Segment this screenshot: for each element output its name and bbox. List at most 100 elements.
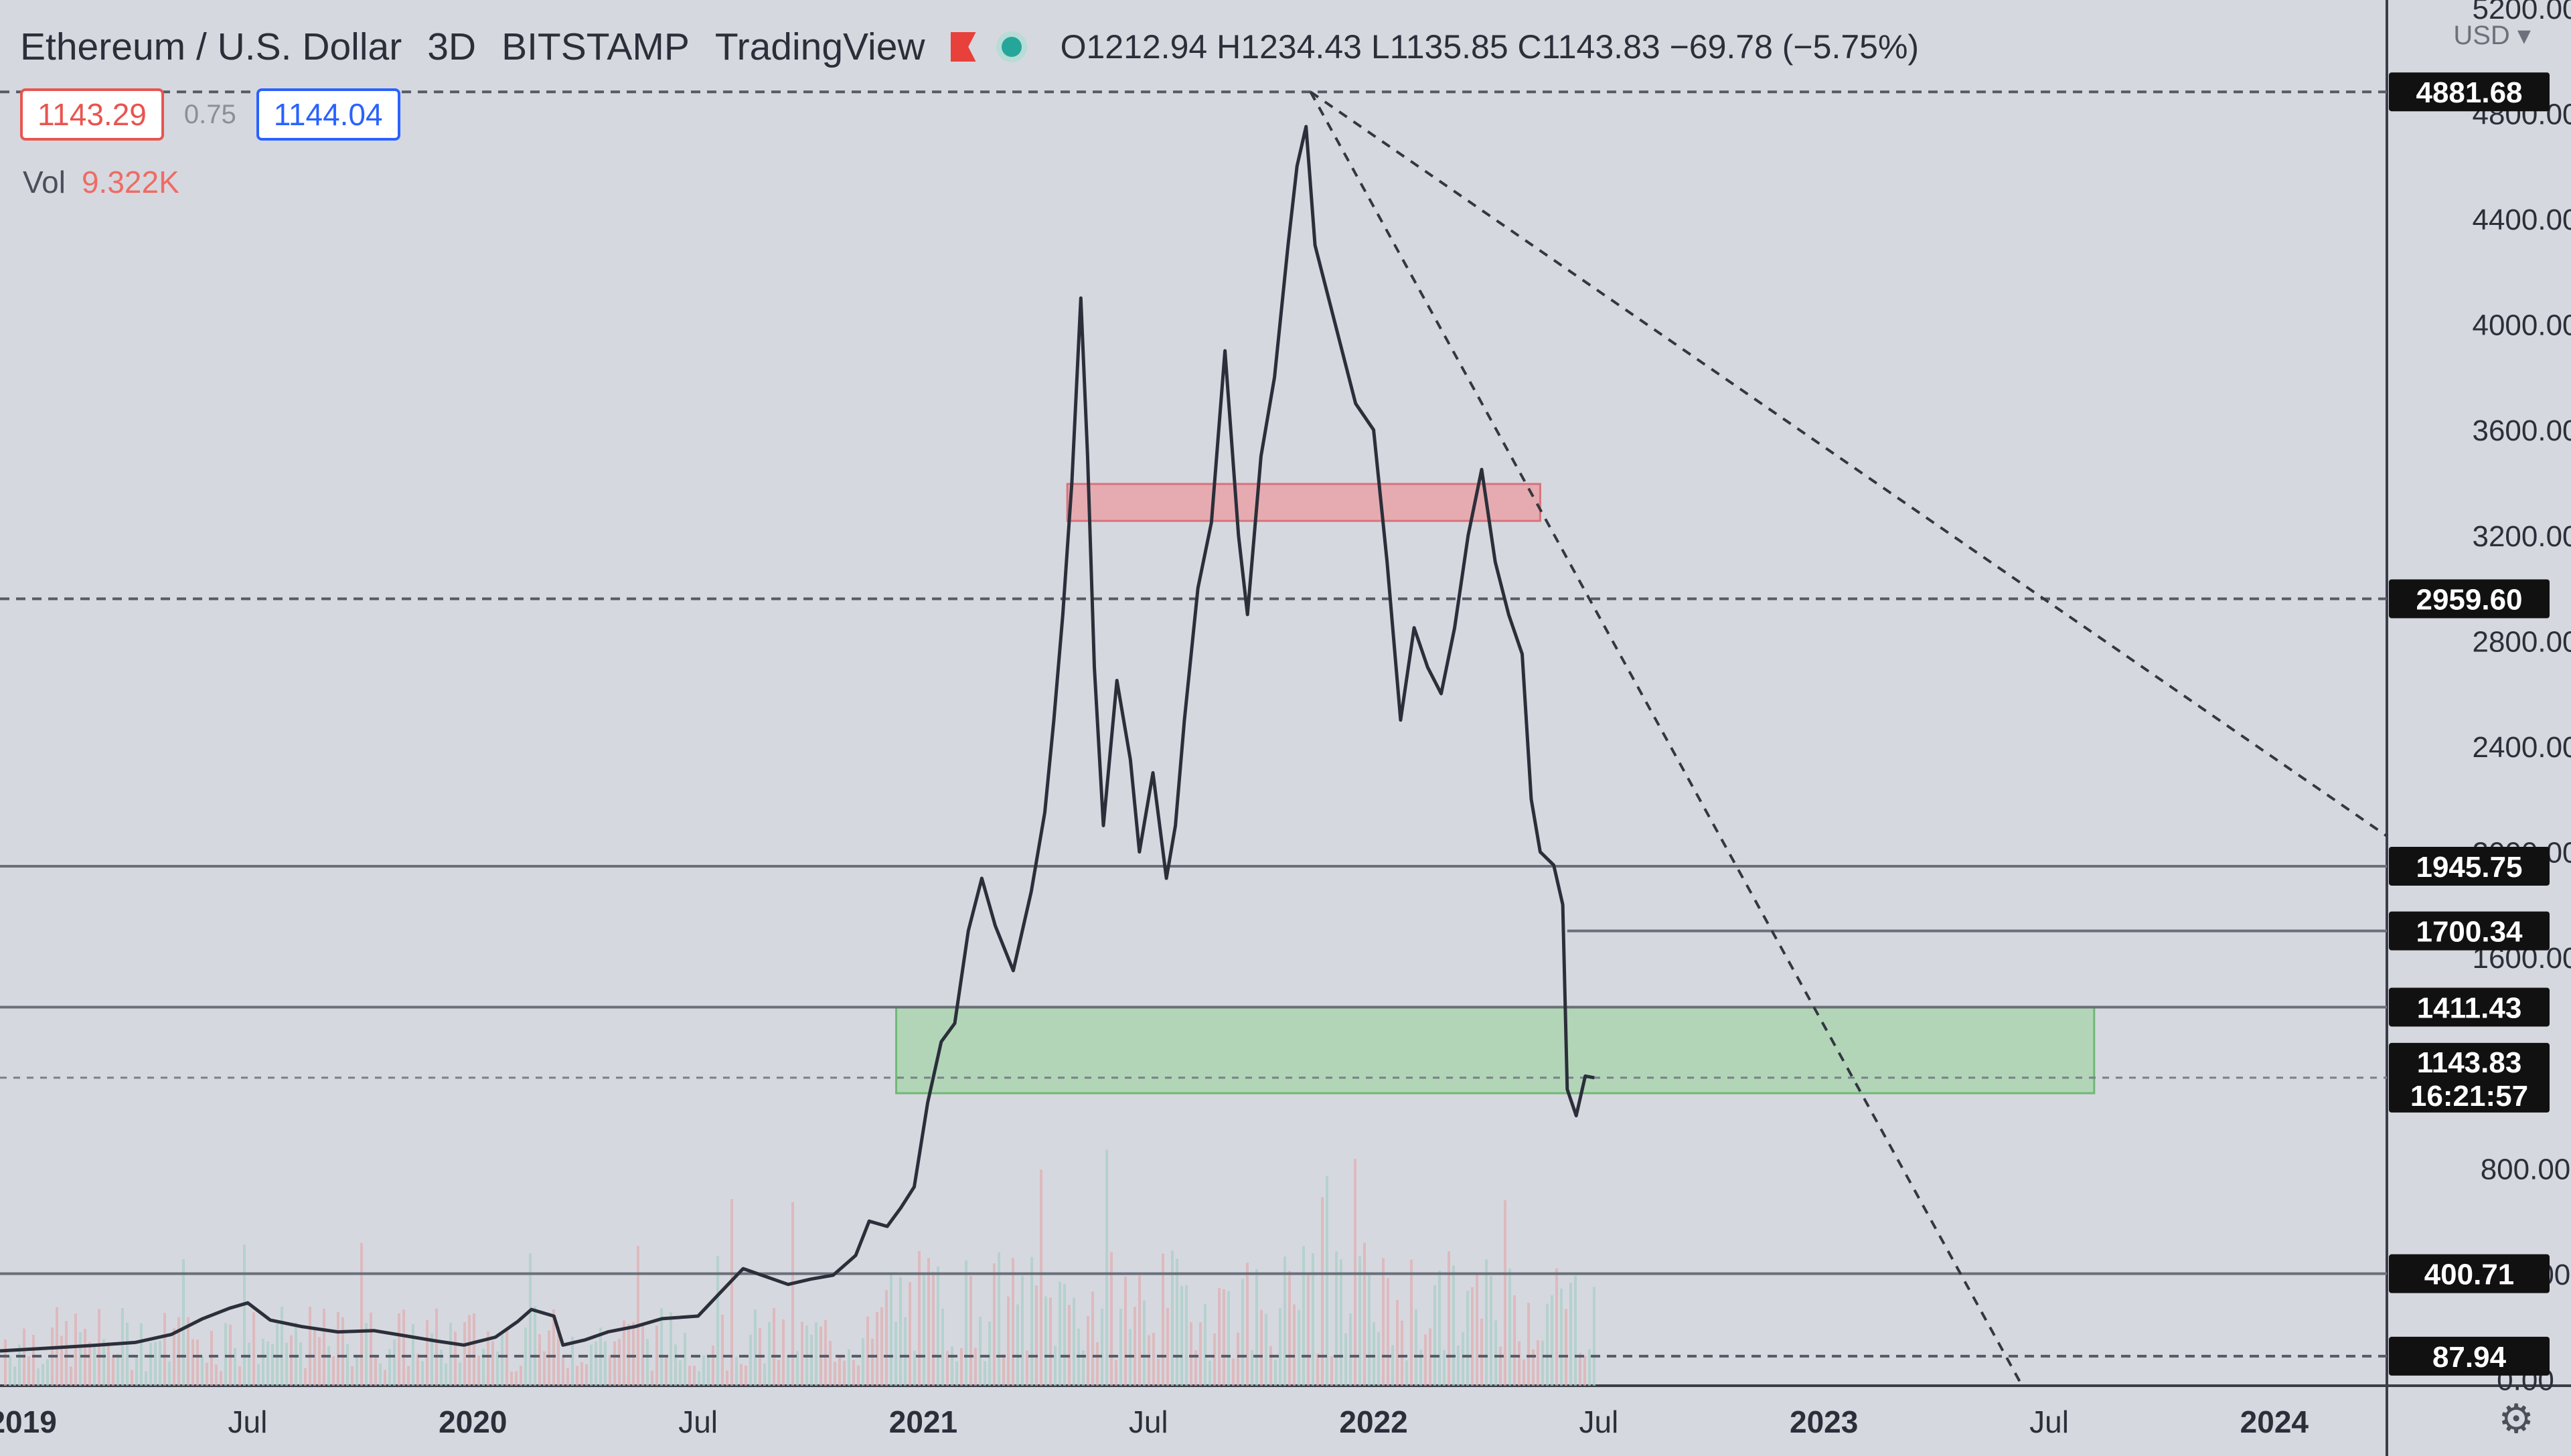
volume-bar <box>768 1321 771 1386</box>
volume-bar <box>431 1333 433 1386</box>
volume-bar <box>1040 1169 1042 1386</box>
volume-bar <box>1508 1268 1511 1386</box>
volume-bar <box>1391 1345 1394 1386</box>
volume-bar <box>370 1312 372 1386</box>
volume-bar <box>46 1359 49 1386</box>
volume-bar <box>679 1360 682 1386</box>
volume-bar <box>416 1353 419 1386</box>
volume-bar <box>1087 1316 1089 1386</box>
volume-bar <box>824 1319 827 1386</box>
volume-bar <box>562 1355 564 1386</box>
volume-bar <box>74 1313 77 1386</box>
volume-bar <box>1255 1269 1258 1386</box>
volume-bar <box>1265 1313 1267 1386</box>
volume-bar <box>196 1340 199 1386</box>
volume-bar <box>1105 1149 1108 1386</box>
volume-bar <box>871 1338 874 1386</box>
volume-bar <box>1433 1285 1436 1386</box>
volume-bar <box>1424 1334 1427 1386</box>
volume-bar <box>1583 1356 1586 1386</box>
volume-bar <box>829 1341 832 1386</box>
volume-bar <box>1349 1313 1352 1386</box>
volume-bar <box>515 1371 518 1386</box>
x-tick-label: Jul <box>2029 1404 2069 1439</box>
volume-bar <box>1354 1159 1356 1386</box>
gear-icon[interactable]: ⚙ <box>2498 1396 2534 1441</box>
volume-bar <box>1223 1289 1225 1386</box>
volume-legend[interactable]: Vol 9.322K <box>23 164 179 200</box>
volume-bar <box>543 1351 546 1386</box>
volume-bar <box>388 1349 391 1386</box>
sell-price-button[interactable]: 1143.29 <box>20 88 164 141</box>
volume-bar <box>651 1370 653 1386</box>
volume-bar <box>538 1334 541 1386</box>
volume-bar <box>1363 1242 1366 1386</box>
currency-selector[interactable]: USD ▾ <box>2453 20 2531 51</box>
level-price-label: 4881.68 <box>2416 76 2522 109</box>
volume-bar <box>941 1308 944 1386</box>
volume-bar <box>1527 1303 1530 1386</box>
volume-bar <box>876 1311 878 1386</box>
volume-bar <box>1377 1332 1380 1386</box>
volume-bar <box>1574 1275 1577 1386</box>
volume-bar <box>1246 1263 1249 1386</box>
volume-bar <box>1279 1307 1281 1386</box>
volume-bar <box>79 1331 82 1386</box>
volume-bar <box>4 1339 7 1386</box>
interval-label[interactable]: 3D <box>427 25 477 68</box>
volume-bar <box>32 1335 35 1386</box>
volume-bar <box>773 1308 775 1386</box>
volume-bar <box>224 1323 227 1386</box>
volume-bar <box>445 1363 447 1386</box>
volume-bar <box>88 1342 91 1386</box>
volume-bar <box>1030 1257 1033 1386</box>
volume-bar <box>1274 1359 1277 1386</box>
volume-bar <box>791 1202 794 1386</box>
volume-bar <box>979 1317 982 1386</box>
volume-bar <box>412 1324 414 1386</box>
volume-bar <box>1443 1350 1446 1386</box>
buy-price-button[interactable]: 1144.04 <box>256 88 400 141</box>
volume-bar <box>796 1351 799 1386</box>
volume-bar <box>534 1306 536 1386</box>
volume-bar <box>1485 1259 1488 1386</box>
trendline[interactable] <box>1310 90 2388 837</box>
volume-bar <box>1035 1285 1038 1386</box>
level-price-label-bg <box>2389 846 2550 886</box>
volume-bar <box>1119 1309 1122 1386</box>
price-series-line[interactable] <box>0 125 1595 1353</box>
resistance-zone[interactable] <box>1066 483 1541 522</box>
volume-bar <box>1063 1283 1066 1386</box>
volume-bar <box>904 1317 907 1386</box>
ohlc-readout: O1212.94 H1234.43 L1135.85 C1143.83 −69.… <box>1060 28 1920 66</box>
volume-bar <box>177 1317 180 1386</box>
volume-bar <box>1302 1246 1305 1386</box>
x-tick-label: Jul <box>228 1404 268 1439</box>
volume-bar <box>1438 1270 1441 1386</box>
volume-bar <box>1162 1253 1164 1386</box>
volume-bar <box>857 1365 860 1386</box>
volume-bar <box>1012 1258 1014 1386</box>
level-price-label-bg <box>2389 987 2550 1027</box>
flag-icon[interactable] <box>950 32 976 62</box>
y-tick-label: 4000.00 <box>2472 309 2571 342</box>
volume-bar <box>98 1309 100 1386</box>
trendline[interactable] <box>1309 91 2023 1386</box>
symbol-name[interactable]: Ethereum / U.S. Dollar <box>20 25 402 68</box>
volume-bar <box>1419 1350 1422 1386</box>
y-tick-label: 4400.00 <box>2472 204 2571 236</box>
volume-bar <box>716 1255 719 1386</box>
volume-bar <box>491 1341 494 1386</box>
volume-bar <box>1513 1295 1516 1386</box>
support-zone[interactable] <box>895 1005 2096 1095</box>
y-tick-label: 3200.00 <box>2472 520 2571 553</box>
volume-bar <box>1312 1253 1314 1386</box>
volume-bar <box>276 1319 279 1386</box>
chevron-down-icon: ▾ <box>2517 21 2531 50</box>
volume-bar <box>590 1344 593 1386</box>
volume-bar <box>1209 1360 1211 1386</box>
volume-bar <box>501 1334 503 1386</box>
volume-bar <box>234 1348 236 1386</box>
